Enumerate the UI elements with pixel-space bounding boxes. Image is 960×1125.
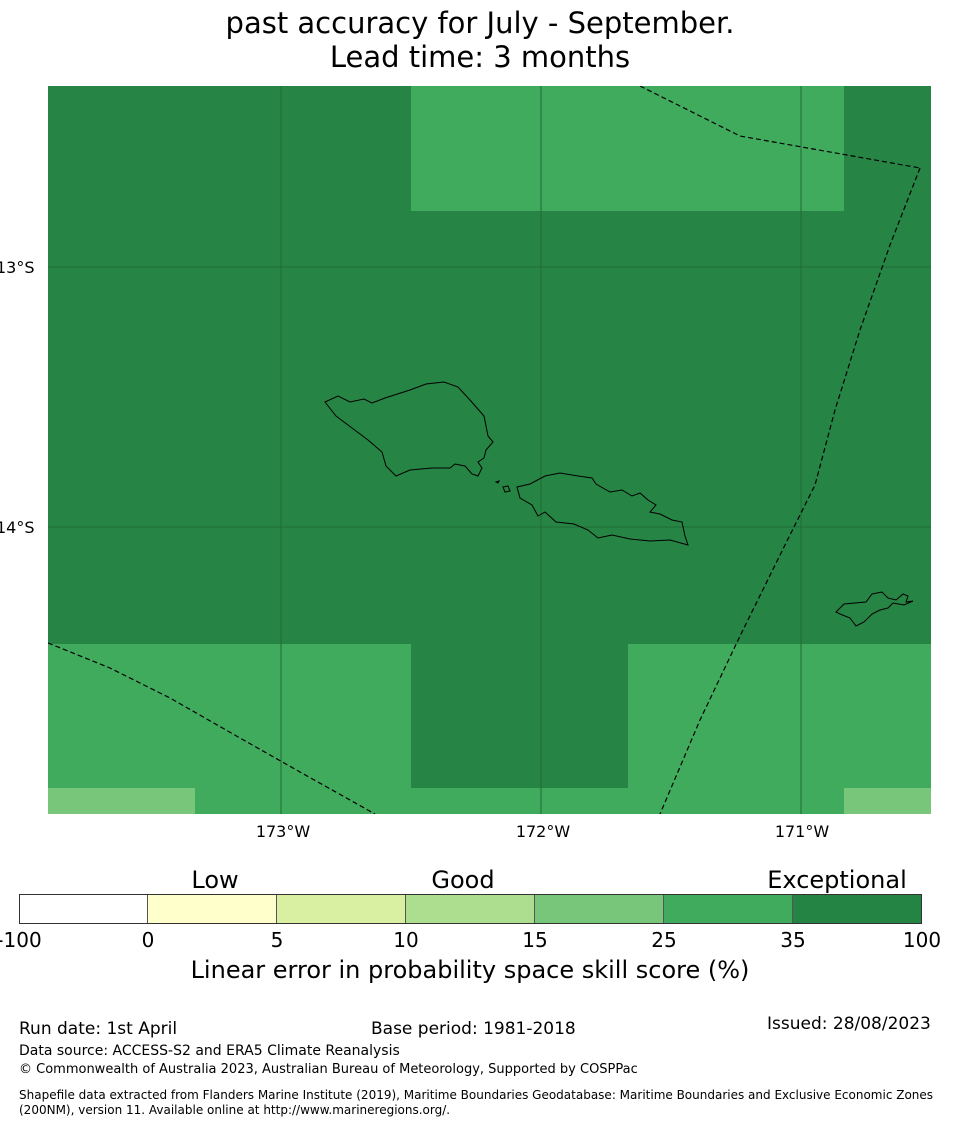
- category-label-exceptional: Exceptional: [767, 866, 907, 894]
- skill-cell-bottom-left-corner: [48, 788, 195, 814]
- data-source: Data source: ACCESS-S2 and ERA5 Climate …: [19, 1043, 400, 1059]
- colorbar-segment: [793, 895, 922, 923]
- lon-label-172w: 172°W: [515, 822, 571, 841]
- map-title-line-1: past accuracy for July - September.: [225, 6, 735, 40]
- skill-cell-bottom-center-block: [411, 644, 628, 788]
- colorbar-segment: [664, 895, 793, 923]
- colorbar-tick-label: 5: [270, 928, 284, 952]
- category-label-low: Low: [191, 866, 239, 894]
- skill-cell-top-block: [411, 86, 844, 211]
- colorbar-segment: [406, 895, 535, 923]
- colorbar-tick-label: 100: [902, 928, 942, 952]
- skill-cell-bottom-right-corner: [844, 788, 931, 814]
- lat-label-13s: 13°S: [0, 258, 35, 277]
- copyright-notice: © Commonwealth of Australia 2023, Austra…: [19, 1062, 638, 1077]
- eez-boundary-north: [639, 86, 921, 169]
- shapefile-credit-line-2: (200NM), version 11. Available online at…: [19, 1103, 451, 1117]
- map-title-line-2: Lead time: 3 months: [329, 40, 631, 74]
- eez-boundary-southwest: [48, 642, 376, 814]
- manono-island-outline: [494, 480, 500, 484]
- lat-label-14s: 14°S: [0, 518, 35, 537]
- base-period: Base period: 1981-2018: [371, 1019, 576, 1039]
- category-label-good: Good: [431, 866, 495, 894]
- colorbar-tick-label: 15: [522, 928, 548, 952]
- colorbar-tick-label: 10: [393, 928, 419, 952]
- colorbar-tick-label: -100: [0, 928, 42, 952]
- colorbar-segment: [535, 895, 664, 923]
- run-date: Run date: 1st April: [19, 1019, 178, 1039]
- lon-label-173w: 173°W: [255, 822, 311, 841]
- colorbar-tick-label: 25: [651, 928, 677, 952]
- lon-label-171w: 171°W: [774, 822, 830, 841]
- upolu-island-outline: [516, 472, 689, 546]
- shapefile-credit-line-1: Shapefile data extracted from Flanders M…: [19, 1088, 934, 1102]
- colorbar-segment: [277, 895, 406, 923]
- apolima-island-outline: [502, 485, 511, 493]
- colorbar-tick-label: 0: [141, 928, 155, 952]
- colorbar-segment: [148, 895, 277, 923]
- skill-map: [48, 86, 931, 814]
- issued-date: Issued: 28/08/2023: [767, 1014, 931, 1034]
- colorbar-segment: [19, 895, 148, 923]
- savaii-island-outline: [324, 381, 494, 477]
- colorbar-tick-label: 35: [780, 928, 806, 952]
- eez-boundary-east: [659, 167, 921, 814]
- colorbar-title: Linear error in probability space skill …: [190, 956, 750, 984]
- tutuila-island-outline: [835, 591, 914, 627]
